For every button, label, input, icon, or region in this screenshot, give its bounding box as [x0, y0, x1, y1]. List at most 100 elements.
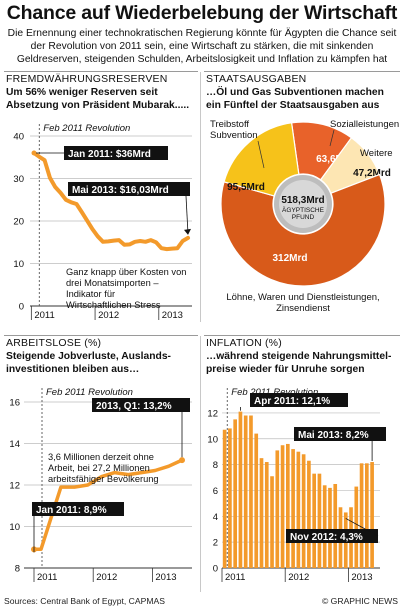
slice-category-label: Subvention — [210, 130, 258, 141]
callout-arrow — [184, 228, 191, 235]
inflation-panel-title: INFLATION (%) — [206, 337, 282, 349]
x-tick-label: 2013 — [162, 310, 183, 321]
y-tick-label: 12 — [207, 408, 218, 419]
spending-panel-title: STAATSAUSGABEN — [206, 73, 307, 85]
slice-value-label: 95,5Mrd — [227, 182, 265, 193]
y-tick-label: 0 — [213, 564, 218, 575]
y-tick-label: 40 — [13, 132, 24, 143]
inflation-bar — [286, 443, 290, 568]
callout-leader — [345, 518, 379, 537]
donut-center-inner — [279, 180, 327, 228]
inflation-callout-may2013-box — [294, 427, 386, 441]
inflation-bar — [365, 463, 369, 568]
panel-rule — [204, 335, 400, 336]
callout-leader — [185, 195, 189, 234]
inflation-bar — [328, 487, 332, 568]
reserves-panel-title: FREMDWÄHRUNGSRESERVEN — [6, 73, 168, 85]
y-tick-label: 10 — [9, 522, 20, 533]
y-tick-label: 4 — [213, 512, 218, 523]
inflation-bar — [291, 449, 295, 568]
page-title: Chance auf Wiederbelebung der Wirtschaft — [6, 2, 398, 24]
inflation-bar — [280, 445, 285, 568]
page-subtitle: Die Ernennung einer technokratischen Reg… — [7, 28, 397, 65]
unemployment-chart: 8 10 12 14 16 2011 2012 2013 Feb 2011 Revolution… — [9, 387, 192, 583]
unemployment-annotation: 3,6 Millionen derzeit ohne — [48, 452, 154, 462]
slice-category-label: Sozialleistungen — [330, 119, 399, 130]
x-tick-label: 2011 — [34, 310, 54, 321]
reserves-headline: Um 56% weniger Reserven seit Absetzung v… — [6, 87, 190, 111]
slice-category-label: Treibstoff — [210, 119, 249, 130]
reserves-chart: 0 10 20 30 40 2011 2012 2013 Feb 2011 Revolution… — [13, 123, 192, 321]
inflation-headline: …während steigende Nahrungsmittel-preise… — [206, 351, 392, 375]
slice-value-label: 47,2Mrd — [353, 168, 391, 179]
inflation-bar — [233, 419, 237, 568]
inflation-callout-apr2011-box — [250, 393, 348, 407]
donut-center-unit: PFUND — [292, 214, 315, 221]
inflation-bar — [238, 411, 243, 568]
x-tick-label: 2011 — [37, 572, 57, 583]
inflation-bar — [322, 485, 327, 568]
unemployment-callout-end-box — [92, 398, 190, 412]
y-tick-label: 30 — [13, 174, 24, 185]
unemployment-annotation: arbeitsfähiger Bevölkerung — [48, 474, 159, 484]
inflation-bar — [301, 454, 306, 568]
brand-credit: © GRAPHIC NEWS — [321, 596, 398, 606]
unemployment-headline: Steigende Jobverluste, Auslands-investit… — [6, 351, 171, 375]
inflation-callout-apr2011: Apr 2011: 12,1% — [254, 396, 330, 407]
reserves-callout-start-box — [64, 146, 168, 160]
column-divider-top — [200, 72, 201, 322]
donut-slice — [223, 122, 300, 197]
revolution-marker-label: Feb 2011 Revolution — [231, 387, 318, 398]
y-tick-label: 14 — [9, 439, 20, 450]
x-tick-label: 2011 — [225, 572, 245, 583]
unemployment-callout-start-box — [32, 502, 124, 516]
inflation-bar — [275, 450, 280, 568]
panel-rule — [204, 71, 400, 72]
y-tick-label: 20 — [13, 217, 24, 228]
label-leader — [257, 140, 265, 169]
spending-donut-chart: 63,6Mrd47,2Mrd312Mrd95,5Mrd518,3MrdÄGYPT… — [210, 119, 399, 314]
donut-center-unit: ÄGYPTISCHE — [282, 206, 325, 214]
reserves-callout-start: Jan 2011: $36Mrd — [68, 149, 151, 160]
data-point — [179, 457, 185, 464]
inflation-bar — [254, 433, 259, 568]
inflation-bar — [243, 415, 248, 568]
unemployment-annotation: Arbeit, bei 27,2 Millionen — [48, 463, 150, 473]
inflation-bar — [333, 484, 338, 568]
slice-category-label: Weitere — [360, 148, 393, 159]
y-tick-label: 8 — [213, 460, 218, 471]
inflation-chart: 0 2 4 6 8 10 12 2011 2012 2013 Feb 2011 Revolution… — [207, 387, 386, 583]
inflation-bar — [359, 463, 364, 568]
inflation-bar — [264, 462, 269, 568]
inflation-bar — [249, 415, 253, 568]
reserves-callout-end: Mai 2013: $16,03Mrd — [72, 185, 169, 196]
unemployment-callout-start: Jan 2011: 8,9% — [36, 505, 107, 516]
slice-category-label: Zinsendienst — [276, 303, 330, 314]
inflation-bar — [228, 428, 232, 568]
inflation-bar — [317, 473, 322, 568]
x-tick-label: 2012 — [288, 572, 309, 583]
inflation-callout-nov2012: Nov 2012: 4,3% — [290, 532, 363, 543]
inflation-bar — [296, 451, 301, 568]
y-tick-label: 8 — [15, 564, 20, 575]
reserves-line — [32, 151, 190, 252]
spending-headline: …Öl und Gas Subventionen machen ein Fünf… — [206, 87, 384, 111]
reserves-callout-end-box — [68, 182, 190, 196]
reserves-annotation: Ganz knapp über Kosten von — [66, 267, 186, 277]
inflation-bar — [222, 429, 227, 568]
inflation-bar — [259, 458, 264, 568]
y-tick-label: 6 — [213, 486, 218, 497]
y-tick-label: 16 — [9, 398, 20, 409]
unemployment-line — [34, 458, 183, 552]
reserves-annotation: drei Monatsimporten – — [66, 278, 159, 288]
y-tick-label: 0 — [19, 302, 24, 313]
panel-rule — [4, 71, 198, 72]
unemployment-callout-end: 2013, Q1: 13,2% — [96, 401, 172, 412]
sources-note: Sources: Central Bank of Egypt, CAPMAS — [4, 596, 165, 606]
donut-slice — [220, 173, 386, 287]
inflation-bar — [270, 476, 274, 568]
reserves-annotation: Indikator für — [66, 289, 115, 299]
label-leader — [329, 129, 335, 147]
inflation-bar — [370, 462, 374, 568]
data-point — [31, 150, 37, 156]
